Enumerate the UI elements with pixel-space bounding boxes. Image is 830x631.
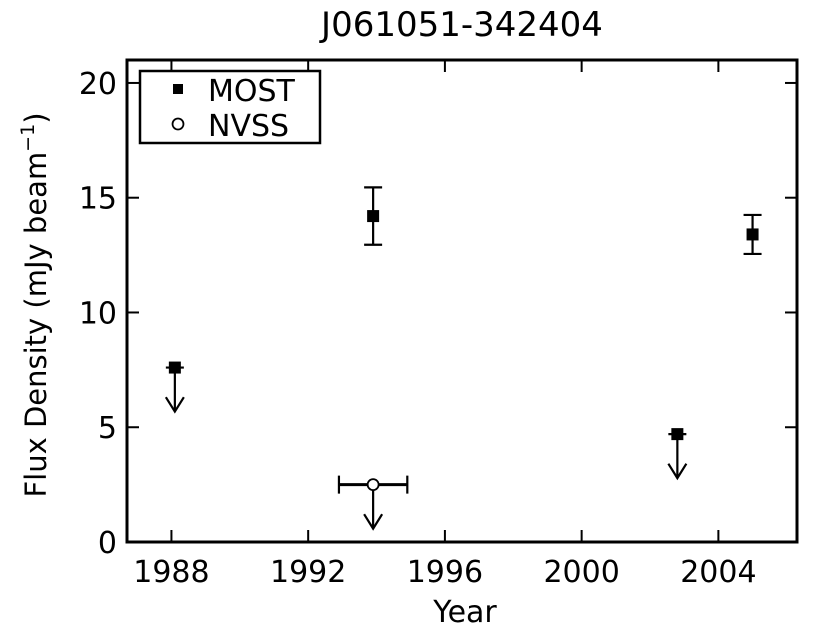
nvss-marker-0	[366, 478, 380, 492]
most-point-2	[667, 428, 688, 481]
most-point-3	[743, 213, 762, 256]
y-axis-label-exponent: −1	[17, 124, 39, 152]
legend-most-marker	[173, 84, 183, 94]
legend-most-label: MOST	[208, 74, 296, 109]
most-marker-3	[746, 228, 759, 241]
legend-nvss-marker	[171, 117, 185, 131]
most-marker-1	[367, 210, 380, 223]
x-tick-label-2000: 2000	[543, 555, 619, 590]
legend-box	[138, 69, 322, 145]
y-tick-label-15: 15	[79, 182, 117, 217]
y-tick-label-20: 20	[79, 67, 117, 102]
y-axis-label-close: )	[19, 112, 53, 123]
y-tick-label-5: 5	[98, 411, 117, 446]
x-tick-label-1988: 1988	[133, 555, 209, 590]
x-tick-label-1992: 1992	[270, 555, 346, 590]
x-axis-label: Year	[432, 595, 497, 630]
plot-frame	[125, 58, 799, 544]
most-limit-arrowhead-2	[667, 463, 688, 481]
y-tick-label-10: 10	[79, 296, 117, 331]
nvss-limit-arrowhead-0	[363, 513, 384, 531]
most-point-0	[164, 361, 185, 414]
y-axis-label-text: Flux Density (mJy beam	[19, 152, 53, 498]
legend-nvss-label: NVSS	[208, 109, 289, 144]
svg-text:Flux Density (mJy beam−1): Flux Density (mJy beam−1)	[17, 112, 53, 497]
x-tick-label-2004: 2004	[680, 555, 756, 590]
nvss-point-0	[337, 475, 409, 531]
chart-title: J061051-342404	[319, 5, 603, 45]
most-marker-0	[168, 361, 181, 374]
most-point-1	[364, 186, 383, 246]
y-axis-label: Flux Density (mJy beam−1)	[17, 112, 53, 497]
most-limit-arrowhead-0	[164, 396, 185, 414]
legend: MOST NVSS	[138, 69, 322, 145]
x-tick-label-1996: 1996	[407, 555, 483, 590]
most-marker-2	[671, 428, 684, 441]
y-tick-label-0: 0	[98, 526, 117, 561]
